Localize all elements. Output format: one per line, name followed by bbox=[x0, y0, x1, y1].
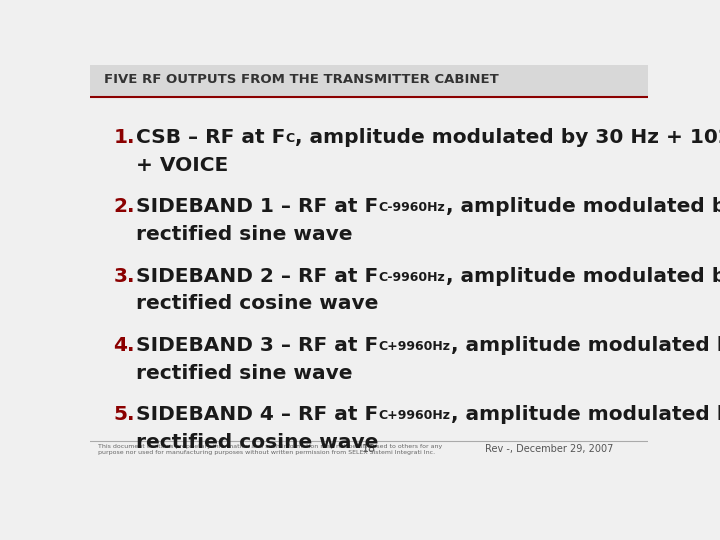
Text: , amplitude modulated by: , amplitude modulated by bbox=[446, 267, 720, 286]
Text: C-9960Hz: C-9960Hz bbox=[379, 201, 446, 214]
Text: 2.: 2. bbox=[113, 197, 135, 216]
Text: SIDEBAND 1 – RF at F: SIDEBAND 1 – RF at F bbox=[137, 197, 379, 216]
Text: rectified sine wave: rectified sine wave bbox=[137, 225, 353, 244]
Text: C+9960Hz: C+9960Hz bbox=[379, 409, 451, 422]
Text: C-9960Hz: C-9960Hz bbox=[379, 271, 446, 284]
Text: 1.: 1. bbox=[113, 128, 135, 147]
Text: 4.: 4. bbox=[113, 336, 135, 355]
Text: C+9960Hz: C+9960Hz bbox=[379, 340, 451, 353]
Text: , amplitude modulated by: , amplitude modulated by bbox=[451, 405, 720, 424]
Text: This document contains proprietary information and such information may not be d: This document contains proprietary infor… bbox=[98, 444, 442, 455]
Text: , amplitude modulated by: , amplitude modulated by bbox=[446, 197, 720, 216]
Text: + VOICE: + VOICE bbox=[137, 156, 229, 174]
Text: FIVE RF OUTPUTS FROM THE TRANSMITTER CABINET: FIVE RF OUTPUTS FROM THE TRANSMITTER CAB… bbox=[104, 73, 499, 86]
Text: SIDEBAND 2 – RF at F: SIDEBAND 2 – RF at F bbox=[137, 267, 379, 286]
Text: rectified sine wave: rectified sine wave bbox=[137, 363, 353, 382]
Text: CSB – RF at F: CSB – RF at F bbox=[137, 128, 286, 147]
Text: rectified cosine wave: rectified cosine wave bbox=[137, 433, 379, 452]
Text: 3.: 3. bbox=[113, 267, 135, 286]
Text: C: C bbox=[286, 132, 295, 145]
Text: , amplitude modulated by 30 Hz + 1020 Hz: , amplitude modulated by 30 Hz + 1020 Hz bbox=[295, 128, 720, 147]
Text: rectified cosine wave: rectified cosine wave bbox=[137, 294, 379, 313]
Text: Rev -, December 29, 2007: Rev -, December 29, 2007 bbox=[485, 444, 613, 454]
Text: 5.: 5. bbox=[113, 405, 135, 424]
Text: SIDEBAND 4 – RF at F: SIDEBAND 4 – RF at F bbox=[137, 405, 379, 424]
Text: SIDEBAND 3 – RF at F: SIDEBAND 3 – RF at F bbox=[137, 336, 379, 355]
Text: 18: 18 bbox=[362, 444, 376, 454]
FancyBboxPatch shape bbox=[90, 65, 648, 96]
Text: , amplitude modulated by: , amplitude modulated by bbox=[451, 336, 720, 355]
